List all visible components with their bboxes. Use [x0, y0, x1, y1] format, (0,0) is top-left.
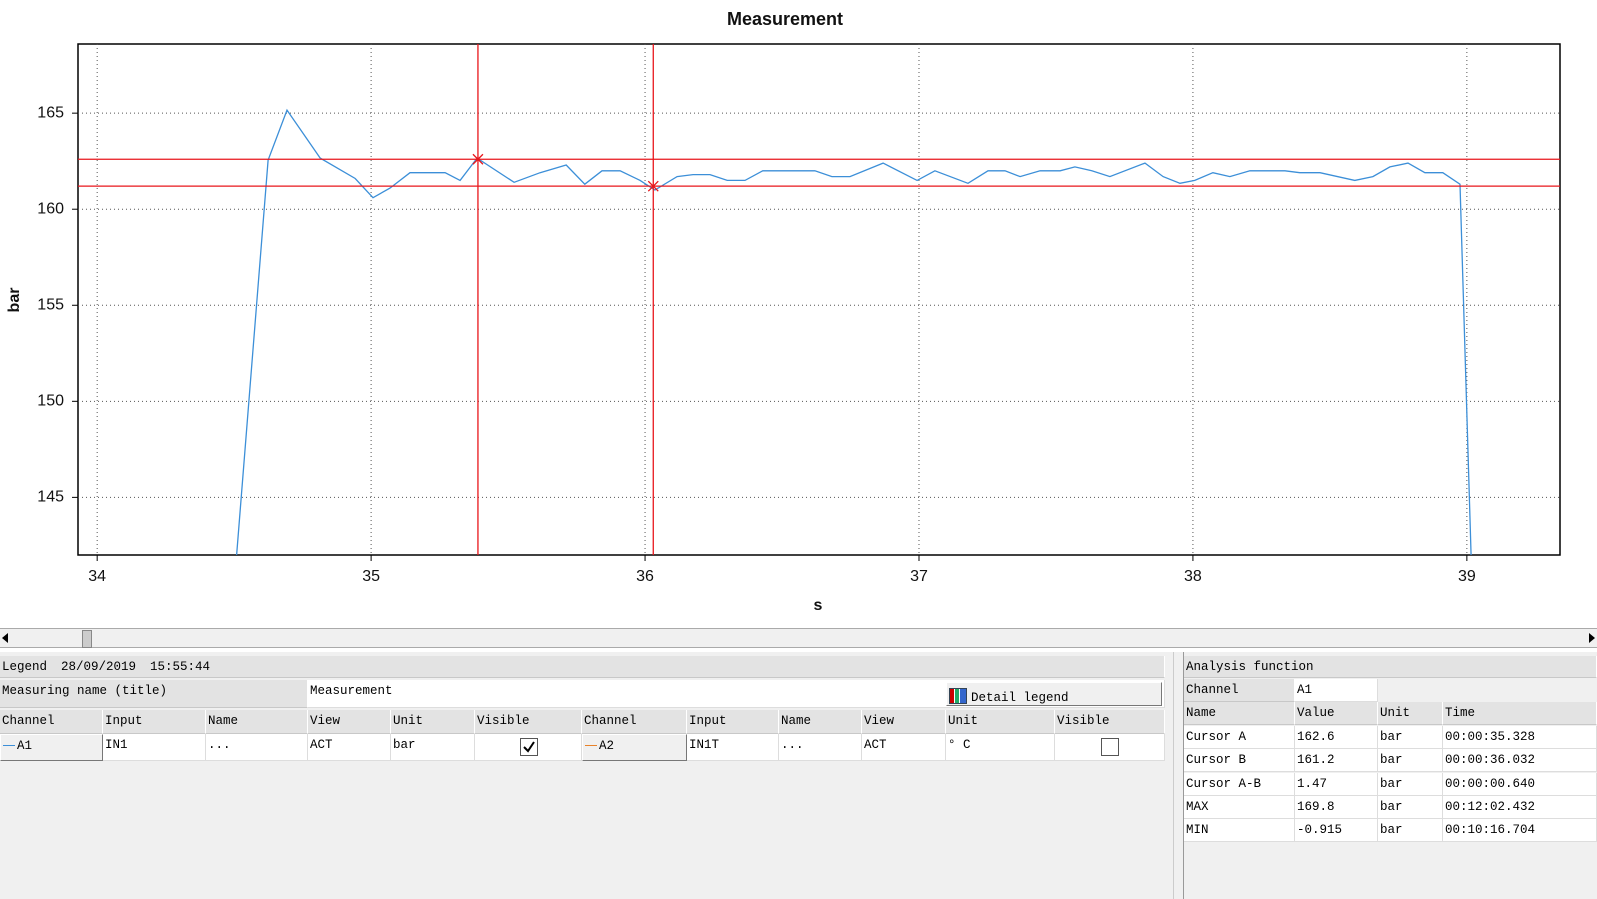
legend-icon	[949, 688, 967, 704]
legend-name: ...	[206, 734, 308, 761]
channel-swatch	[3, 745, 15, 746]
analysis-cell: bar	[1378, 749, 1443, 773]
x-tick-label: 35	[362, 568, 380, 585]
channel-label: Channel	[1184, 679, 1295, 702]
analysis-cell: Cursor A-B	[1184, 772, 1295, 796]
cursor-cross	[472, 153, 484, 165]
column-header: Name	[779, 710, 862, 734]
chart-title: Measurement	[727, 9, 843, 29]
plot-area	[235, 108, 1472, 555]
visible-checkbox[interactable]	[1101, 738, 1119, 756]
x-tick-label: 36	[636, 568, 654, 585]
analysis-cell: 00:00:35.328	[1443, 726, 1597, 749]
y-tick-label: 165	[37, 104, 64, 121]
analysis-cell: 00:10:16.704	[1443, 819, 1597, 843]
data-line	[235, 108, 1472, 555]
splitter[interactable]	[1173, 652, 1184, 899]
x-tick-label: 37	[910, 568, 928, 585]
legend-name: ...	[779, 734, 862, 761]
channel-cell[interactable]: A1	[0, 734, 103, 761]
column-header: View	[308, 710, 391, 734]
check-mark	[522, 741, 535, 753]
analysis-column-header: Value	[1295, 702, 1378, 725]
x-tick-label: 34	[88, 568, 106, 585]
column-header: Channel	[0, 710, 103, 734]
analysis-cell: MIN	[1184, 819, 1295, 843]
analysis-cell: 00:00:36.032	[1443, 749, 1597, 773]
visible-cell	[1055, 734, 1165, 761]
analysis-cell: Cursor B	[1184, 749, 1295, 773]
column-header: Channel	[582, 710, 687, 734]
analysis-title: Analysis function	[1184, 656, 1597, 678]
channel-name: A1	[17, 739, 33, 753]
analysis-cell: 161.2	[1295, 749, 1378, 773]
legend-time: 15:55:44	[150, 660, 211, 674]
analysis-cell: bar	[1378, 726, 1443, 749]
analysis-cell: bar	[1378, 772, 1443, 796]
analysis-cell: bar	[1378, 819, 1443, 843]
y-tick-label: 160	[37, 200, 64, 217]
analysis-cell: 162.6	[1295, 726, 1378, 749]
analysis-cell: MAX	[1184, 795, 1295, 819]
column-header: Input	[687, 710, 779, 734]
column-header: Name	[206, 710, 308, 734]
detail-legend-button[interactable]: Detail legend	[946, 682, 1162, 706]
chart: Measurement s bar 145 150 155 160 165 34 35 36 3…	[6, 9, 1561, 614]
column-header: View	[862, 710, 946, 734]
legend-input: IN1	[103, 734, 206, 761]
channel-name: A2	[599, 739, 615, 753]
y-axis-label: bar	[6, 288, 23, 313]
column-header: Input	[103, 710, 206, 734]
analysis-cell: -0.915	[1295, 819, 1378, 843]
button-label: Detail legend	[971, 691, 1069, 705]
y-tick-label: 150	[37, 393, 64, 410]
scroll-right[interactable]	[1589, 633, 1595, 643]
x-tick-label: 38	[1184, 568, 1202, 585]
analysis-column-header: Time	[1443, 702, 1597, 725]
bottom-panel: Legend 28/09/2019 15:55:44 Measuring name (…	[0, 652, 1597, 899]
plot-frame	[77, 43, 1561, 556]
analysis-column-header: Name	[1184, 702, 1295, 725]
analysis-cell: Cursor A	[1184, 726, 1295, 749]
visible-checkbox[interactable]	[519, 738, 538, 756]
scroll-thumb[interactable]	[82, 630, 92, 648]
name-label: Measuring name (title)	[0, 680, 308, 708]
legend-unit: ° C	[946, 734, 1055, 761]
y-tick-label: 155	[37, 296, 64, 313]
analysis-column-header: Unit	[1378, 702, 1443, 725]
channel-swatch	[585, 745, 597, 746]
y-tick-label: 145	[37, 489, 64, 506]
visible-cell	[475, 734, 582, 761]
cursor-cross	[647, 180, 659, 192]
scrollbar[interactable]	[0, 628, 1597, 648]
x-tick-label: 39	[1458, 568, 1476, 585]
column-header: Unit	[946, 710, 1055, 734]
legend-date: 28/09/2019	[61, 660, 137, 674]
analysis-cell: bar	[1378, 795, 1443, 819]
column-header: Visible	[475, 710, 582, 734]
legend-view: ACT	[862, 734, 946, 761]
column-header: Unit	[391, 710, 475, 734]
channel-cell[interactable]: A2	[582, 734, 687, 761]
analysis-cell: 00:00:00.640	[1443, 772, 1597, 796]
analysis-cell: 00:12:02.432	[1443, 795, 1597, 819]
legend-header: Legend 28/09/2019 15:55:44	[0, 656, 1165, 678]
x-axis-label: s	[814, 597, 823, 614]
analysis-cell: 1.47	[1295, 772, 1378, 796]
legend-view: ACT	[308, 734, 391, 761]
analysis-cell: 169.8	[1295, 795, 1378, 819]
legend-unit: bar	[391, 734, 475, 761]
column-header: Visible	[1055, 710, 1165, 734]
scroll-left[interactable]	[2, 633, 8, 643]
legend-input: IN1T	[687, 734, 779, 761]
legend-label: Legend	[2, 660, 48, 674]
analysis-channel: A1	[1295, 679, 1378, 702]
